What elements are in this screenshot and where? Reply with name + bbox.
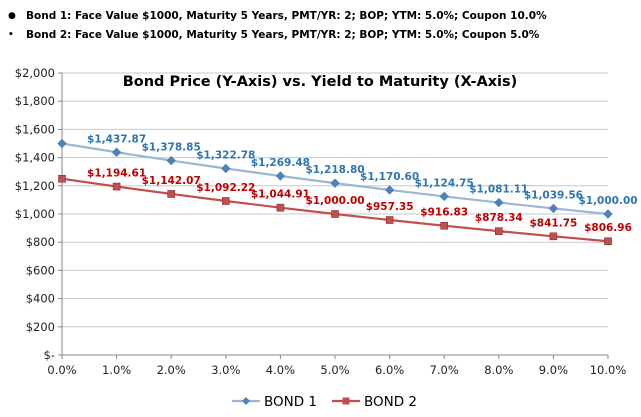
data-label: $1,194.61 [87, 168, 146, 180]
data-label: $1,170.60 [360, 171, 419, 183]
x-tick-label: 1.0% [102, 363, 131, 377]
series-1: $1,437.87$1,378.85$1,322.78$1,269.48$1,2… [57, 133, 638, 219]
data-point [494, 197, 504, 208]
data-label: $1,322.78 [196, 149, 255, 161]
chart-title: Bond Price (Y-Axis) vs. Yield to Maturit… [123, 74, 518, 90]
data-point [57, 138, 67, 149]
y-tick-label: $1,200 [15, 179, 55, 193]
y-tick-label: $1,400 [15, 151, 55, 165]
x-tick-label: 4.0% [266, 363, 295, 377]
data-point [385, 216, 394, 224]
series-2: $1,194.61$1,142.07$1,092.22$1,044.91$1,0… [58, 168, 632, 246]
data-point [603, 209, 613, 219]
x-tick-label: 5.0% [320, 363, 349, 377]
legend-marker [242, 397, 250, 405]
legend-item-1: BOND 1 [232, 394, 317, 410]
data-label: $1,081.11 [469, 184, 528, 196]
legend: BOND 1 BOND 2 [232, 394, 417, 410]
data-label: $1,044.91 [251, 189, 310, 201]
data-label: $1,378.85 [142, 142, 201, 154]
bullet-icon: • [8, 29, 14, 40]
note-bond-1: ● Bond 1: Face Value $1000, Maturity 5 Y… [8, 6, 638, 25]
x-tick-label: 0.0% [47, 363, 76, 377]
data-point [439, 191, 449, 202]
data-point [166, 155, 176, 166]
data-label: $841.75 [529, 217, 577, 229]
y-tick-label: $- [44, 348, 55, 362]
data-label: $1,269.48 [251, 157, 310, 169]
data-label: $1,000.00 [305, 195, 364, 207]
y-tick-label: $1,000 [15, 207, 55, 221]
note-text: Bond 1: Face Value $1000, Maturity 5 Yea… [26, 9, 547, 22]
data-label: $806.96 [584, 222, 632, 234]
legend-marker [342, 397, 350, 405]
x-tick-label: 2.0% [157, 363, 186, 377]
x-tick-label: 3.0% [211, 363, 240, 377]
notes-list: ● Bond 1: Face Value $1000, Maturity 5 Y… [8, 6, 638, 44]
x-tick-label: 7.0% [430, 363, 459, 377]
note-bond-2: • Bond 2: Face Value $1000, Maturity 5 Y… [8, 25, 638, 44]
x-tick-label: 9.0% [539, 363, 568, 377]
data-label: $1,124.75 [415, 177, 474, 189]
axes: $- $200 $400 $600 $800 $1,000 $1,200 $1,400 $1,6… [15, 66, 627, 377]
data-point [275, 171, 286, 181]
x-tick-label: 8.0% [484, 363, 513, 377]
legend-label: BOND 1 [264, 394, 317, 410]
data-label: $1,039.56 [524, 189, 583, 201]
data-label: $1,000.00 [578, 195, 637, 207]
data-label: $957.35 [366, 201, 414, 213]
legend-label: BOND 2 [364, 394, 417, 410]
data-point [111, 147, 122, 157]
y-tick-label: $200 [26, 320, 55, 334]
y-tick-label: $800 [26, 235, 55, 249]
data-label: $878.34 [475, 212, 523, 224]
data-point [58, 174, 66, 183]
y-tick-label: $1,800 [15, 94, 55, 108]
data-point [112, 182, 121, 191]
data-point [221, 163, 231, 174]
x-tick-label: 10.0% [590, 363, 627, 377]
y-tick-label: $600 [26, 263, 55, 277]
y-tick-label: $400 [26, 292, 55, 306]
series-layer: $1,437.87$1,378.85$1,322.78$1,269.48$1,2… [57, 133, 638, 246]
data-label: $1,218.80 [305, 164, 364, 176]
data-point [494, 227, 503, 235]
data-label: $1,142.07 [142, 175, 201, 187]
note-text: Bond 2: Face Value $1000, Maturity 5 Yea… [26, 28, 540, 41]
data-point [384, 185, 395, 195]
bullet-icon: ● [8, 10, 16, 21]
data-point [440, 221, 449, 230]
data-label: $1,092.22 [196, 182, 255, 194]
data-label: $916.83 [420, 207, 468, 219]
y-tick-label: $2,000 [15, 66, 55, 80]
data-point [331, 210, 339, 218]
x-tick-label: 6.0% [375, 363, 404, 377]
data-point [549, 232, 558, 241]
data-point [330, 178, 340, 188]
data-label: $1,437.87 [87, 133, 146, 145]
data-point [548, 203, 559, 214]
data-point [167, 190, 175, 198]
data-point [276, 203, 285, 212]
data-point [604, 237, 612, 246]
legend-item-2: BOND 2 [332, 394, 417, 410]
data-point [222, 197, 230, 205]
y-tick-label: $1,600 [15, 122, 55, 136]
